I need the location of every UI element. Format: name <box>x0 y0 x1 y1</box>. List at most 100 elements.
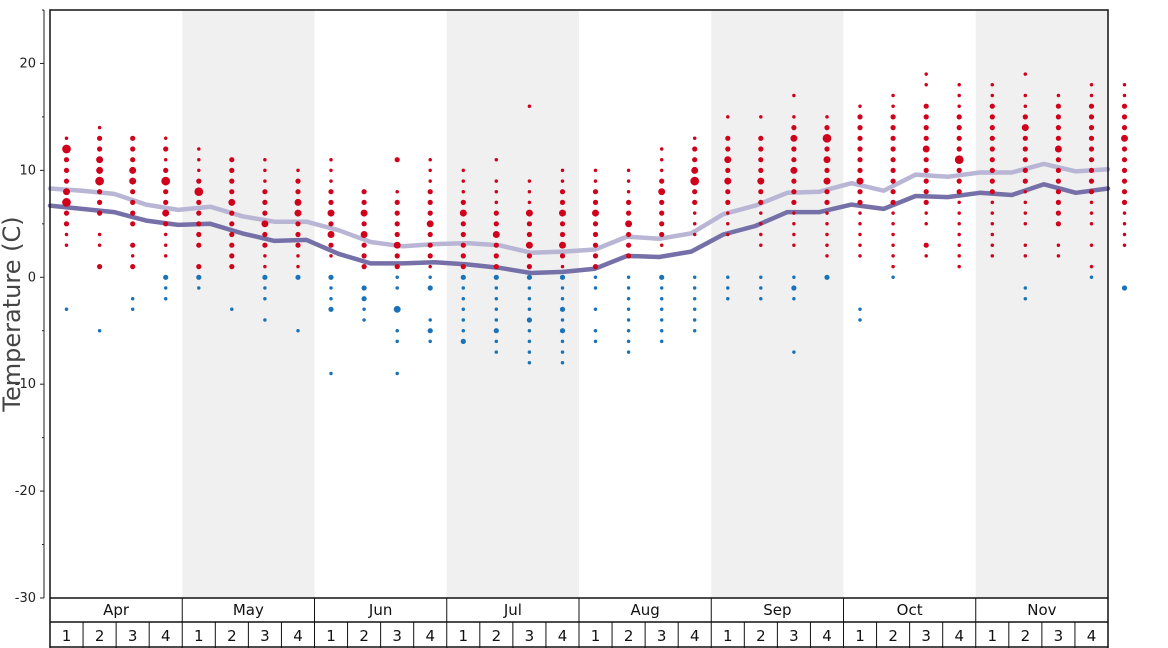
y-axis-title: Temperature (C) <box>0 216 26 412</box>
low-point <box>263 296 267 301</box>
high-point <box>361 242 367 248</box>
high-point <box>62 198 71 207</box>
high-point <box>792 115 796 119</box>
high-point <box>526 231 533 238</box>
high-point <box>592 263 599 270</box>
low-point <box>262 274 268 280</box>
high-point <box>825 243 829 247</box>
high-point <box>494 179 499 183</box>
y-tick-label: 20 <box>19 56 36 71</box>
high-point <box>96 166 104 174</box>
high-point <box>858 254 862 258</box>
high-point <box>493 263 499 270</box>
high-point <box>989 178 995 184</box>
high-point <box>129 166 137 174</box>
high-point <box>857 114 863 120</box>
high-point <box>592 253 599 259</box>
high-point <box>294 198 302 206</box>
high-point <box>957 211 961 215</box>
high-point <box>427 242 433 248</box>
low-point <box>362 318 366 322</box>
high-point <box>759 243 763 247</box>
high-point <box>526 263 533 270</box>
high-point <box>1023 200 1028 205</box>
high-point <box>625 199 632 206</box>
low-point <box>197 286 201 290</box>
high-point <box>659 231 665 238</box>
low-point <box>329 286 333 290</box>
high-point <box>361 253 367 259</box>
high-point <box>1088 157 1095 163</box>
high-point <box>725 189 731 195</box>
high-point <box>990 222 995 226</box>
low-point <box>626 339 631 344</box>
high-point <box>327 209 335 217</box>
low-point <box>759 286 763 290</box>
high-point <box>328 221 334 227</box>
high-point <box>626 189 631 194</box>
high-point <box>130 263 136 270</box>
high-point <box>96 263 103 270</box>
high-point <box>394 199 400 206</box>
high-point <box>692 199 698 206</box>
high-point <box>428 179 432 183</box>
high-point <box>791 189 797 195</box>
high-point <box>327 231 335 238</box>
high-point <box>460 231 466 238</box>
high-point <box>1055 221 1062 227</box>
high-point <box>1056 254 1061 258</box>
high-point <box>427 253 433 259</box>
low-point <box>163 296 168 301</box>
high-point <box>890 146 896 152</box>
high-point <box>858 104 862 108</box>
high-point <box>96 156 104 164</box>
month-band-sep <box>711 10 844 598</box>
low-point <box>626 286 631 290</box>
high-point <box>130 210 136 216</box>
high-point <box>229 167 235 174</box>
low-point <box>560 296 565 301</box>
high-point <box>957 83 961 87</box>
lower-line <box>47 182 1111 276</box>
high-point <box>790 134 798 142</box>
low-point <box>692 328 697 333</box>
high-point <box>725 199 731 206</box>
high-point <box>792 222 796 226</box>
week-label: 1 <box>723 627 733 645</box>
high-point <box>792 211 796 215</box>
high-point <box>263 254 267 258</box>
low-point <box>659 274 665 280</box>
high-point <box>559 221 566 227</box>
y-tick-label: 10 <box>19 163 36 178</box>
high-point <box>1055 189 1062 195</box>
high-point <box>163 199 169 206</box>
high-point <box>724 177 732 185</box>
low-point <box>494 307 499 312</box>
week-label: 4 <box>161 627 171 645</box>
high-point <box>659 221 665 227</box>
series-lines <box>47 161 1111 276</box>
low-point <box>329 296 333 301</box>
high-point <box>229 242 235 248</box>
low-point <box>395 339 399 344</box>
month-label: Aug <box>630 601 659 619</box>
high-point <box>493 253 499 259</box>
high-point <box>130 254 135 258</box>
high-point <box>825 211 829 215</box>
high-point <box>1055 157 1062 163</box>
low-point <box>527 350 532 354</box>
high-point <box>1088 114 1095 120</box>
month-label: Oct <box>897 601 923 619</box>
low-point <box>559 274 566 280</box>
high-point <box>129 177 137 185</box>
high-point <box>197 157 201 162</box>
high-point <box>990 211 995 215</box>
high-point <box>592 189 599 195</box>
high-point <box>460 253 466 259</box>
high-point <box>891 211 895 215</box>
y-axis: 20 10 0 -10 -20 -30 <box>15 9 45 606</box>
high-point <box>954 155 964 165</box>
high-point <box>857 157 863 163</box>
high-point <box>262 210 268 216</box>
high-point <box>592 209 599 217</box>
